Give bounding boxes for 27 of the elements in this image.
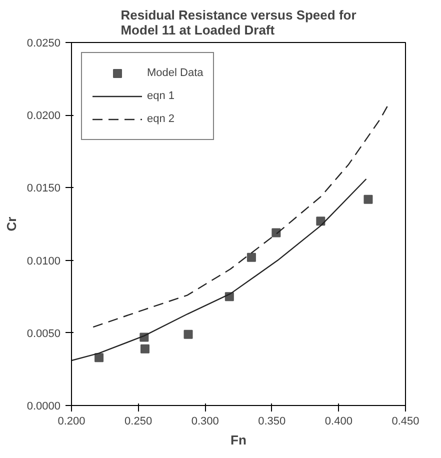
point	[94, 353, 104, 362]
y-tick-label: 0.0150	[26, 182, 61, 195]
y-tick-label: 0.0100	[26, 255, 61, 268]
x-tick-label: 0.400	[324, 416, 352, 428]
line-series	[92, 104, 389, 328]
y-axis-title: Cr	[4, 216, 19, 232]
point	[316, 216, 326, 226]
x-tick-label: 0.200	[58, 416, 86, 428]
line-series	[72, 178, 367, 362]
x-tick-label: 0.300	[191, 416, 219, 428]
legend-label: eqn 1	[147, 90, 175, 102]
y-tick-label: 0.0050	[26, 328, 61, 340]
chart-title: Residual Resistance versus Speed for Model 11 at Loaded Draft	[120, 8, 356, 38]
y-tick-label: 0.0250	[26, 38, 61, 50]
point	[246, 252, 256, 262]
point	[272, 228, 281, 238]
y-tick-label: 0.0200	[26, 110, 61, 122]
point	[184, 330, 193, 339]
legend-label: Model Data	[147, 67, 204, 79]
legend-label: eqn 2	[147, 113, 175, 125]
x-tick-label: 0.450	[392, 416, 420, 428]
y-tick-label: 0.0000	[26, 400, 61, 412]
x-tick-label: 0.350	[258, 416, 286, 428]
point	[364, 194, 373, 204]
x-tick-label: 0.250	[124, 416, 152, 428]
point	[140, 344, 150, 354]
x-axis-title: Fn	[230, 432, 246, 448]
